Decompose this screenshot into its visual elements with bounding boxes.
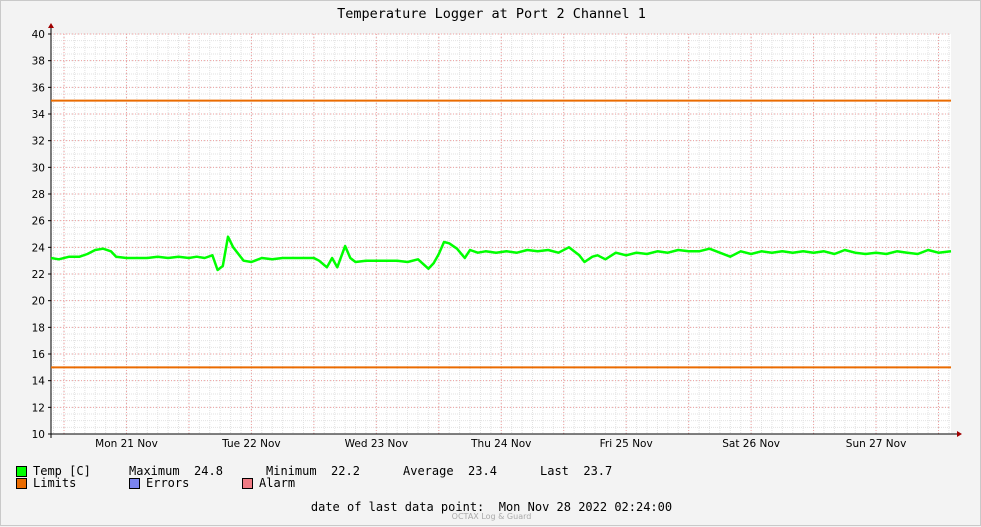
y-tick-label: 22 — [32, 269, 45, 281]
x-tick-label: Sat 26 Nov — [722, 438, 780, 450]
y-tick-label: 24 — [32, 242, 46, 254]
maximum-value: 24.8 — [194, 464, 223, 478]
y-tick-label: 10 — [32, 429, 45, 441]
y-tick-label: 32 — [32, 136, 45, 148]
legend-item-limits: Limits — [16, 476, 129, 490]
legend-maximum: Maximum 24.8 — [129, 464, 266, 478]
y-tick-label: 36 — [32, 82, 46, 94]
y-tick-label: 16 — [32, 349, 46, 361]
legend-errors-label: Errors — [146, 476, 190, 490]
legend-item-alarm: Alarm — [242, 476, 295, 490]
watermark: OCTAX Log & Guard — [451, 512, 532, 521]
y-tick-label: 28 — [32, 189, 45, 201]
alarm-swatch — [242, 477, 253, 489]
x-axis-arrow — [957, 431, 962, 437]
y-tick-label: 18 — [32, 322, 45, 334]
last-point-label: date of last data point: — [310, 500, 485, 514]
x-tick-label: Tue 22 Nov — [221, 438, 280, 450]
legend-minimum: Minimum 22.2 — [266, 464, 403, 478]
temp-swatch — [16, 465, 27, 477]
x-tick-label: Mon 21 Nov — [95, 438, 158, 450]
y-axis-arrow — [48, 23, 54, 28]
minimum-value: 22.2 — [331, 464, 360, 478]
y-tick-label: 14 — [32, 376, 46, 388]
legend-limits-label: Limits — [33, 476, 77, 490]
legend-item-temp: Temp [C] — [16, 464, 129, 478]
average-value: 23.4 — [468, 464, 497, 478]
maximum-label: Maximum — [129, 464, 180, 478]
y-tick-label: 20 — [32, 296, 45, 308]
legend-row-stats: Temp [C] Maximum 24.8 Minimum 22.2 Avera… — [16, 464, 612, 478]
legend-average: Average 23.4 — [403, 464, 540, 478]
last-data-point: date of last data point: Mon Nov 28 2022… — [1, 500, 981, 514]
x-tick-label: Sun 27 Nov — [846, 438, 907, 450]
y-tick-label: 34 — [32, 109, 46, 121]
legend-item-errors: Errors — [129, 476, 242, 490]
x-tick-label: Thu 24 Nov — [470, 438, 531, 450]
last-value: 23.7 — [583, 464, 613, 478]
legend-row-status: Limits Errors Alarm — [16, 476, 295, 490]
y-tick-label: 30 — [32, 162, 45, 174]
y-tick-label: 12 — [32, 402, 45, 414]
x-tick-label: Wed 23 Nov — [345, 438, 408, 450]
legend-alarm-label: Alarm — [259, 476, 296, 490]
average-label: Average — [403, 464, 454, 478]
limits-swatch — [16, 477, 27, 489]
legend-temp-label: Temp [C] — [33, 464, 91, 478]
last-point-value: Mon Nov 28 2022 02:24:00 — [498, 500, 673, 514]
legend-last: Last 23.7 — [540, 464, 612, 478]
y-tick-label: 26 — [32, 216, 46, 228]
temp-series-line — [50, 235, 952, 272]
last-label: Last — [540, 464, 569, 478]
y-tick-label: 38 — [32, 56, 45, 68]
errors-swatch — [129, 477, 140, 489]
x-tick-label: Fri 25 Nov — [600, 438, 653, 450]
y-tick-label: 40 — [32, 29, 45, 41]
chart-title: Temperature Logger at Port 2 Channel 1 — [337, 6, 646, 22]
minimum-label: Minimum — [266, 464, 317, 478]
